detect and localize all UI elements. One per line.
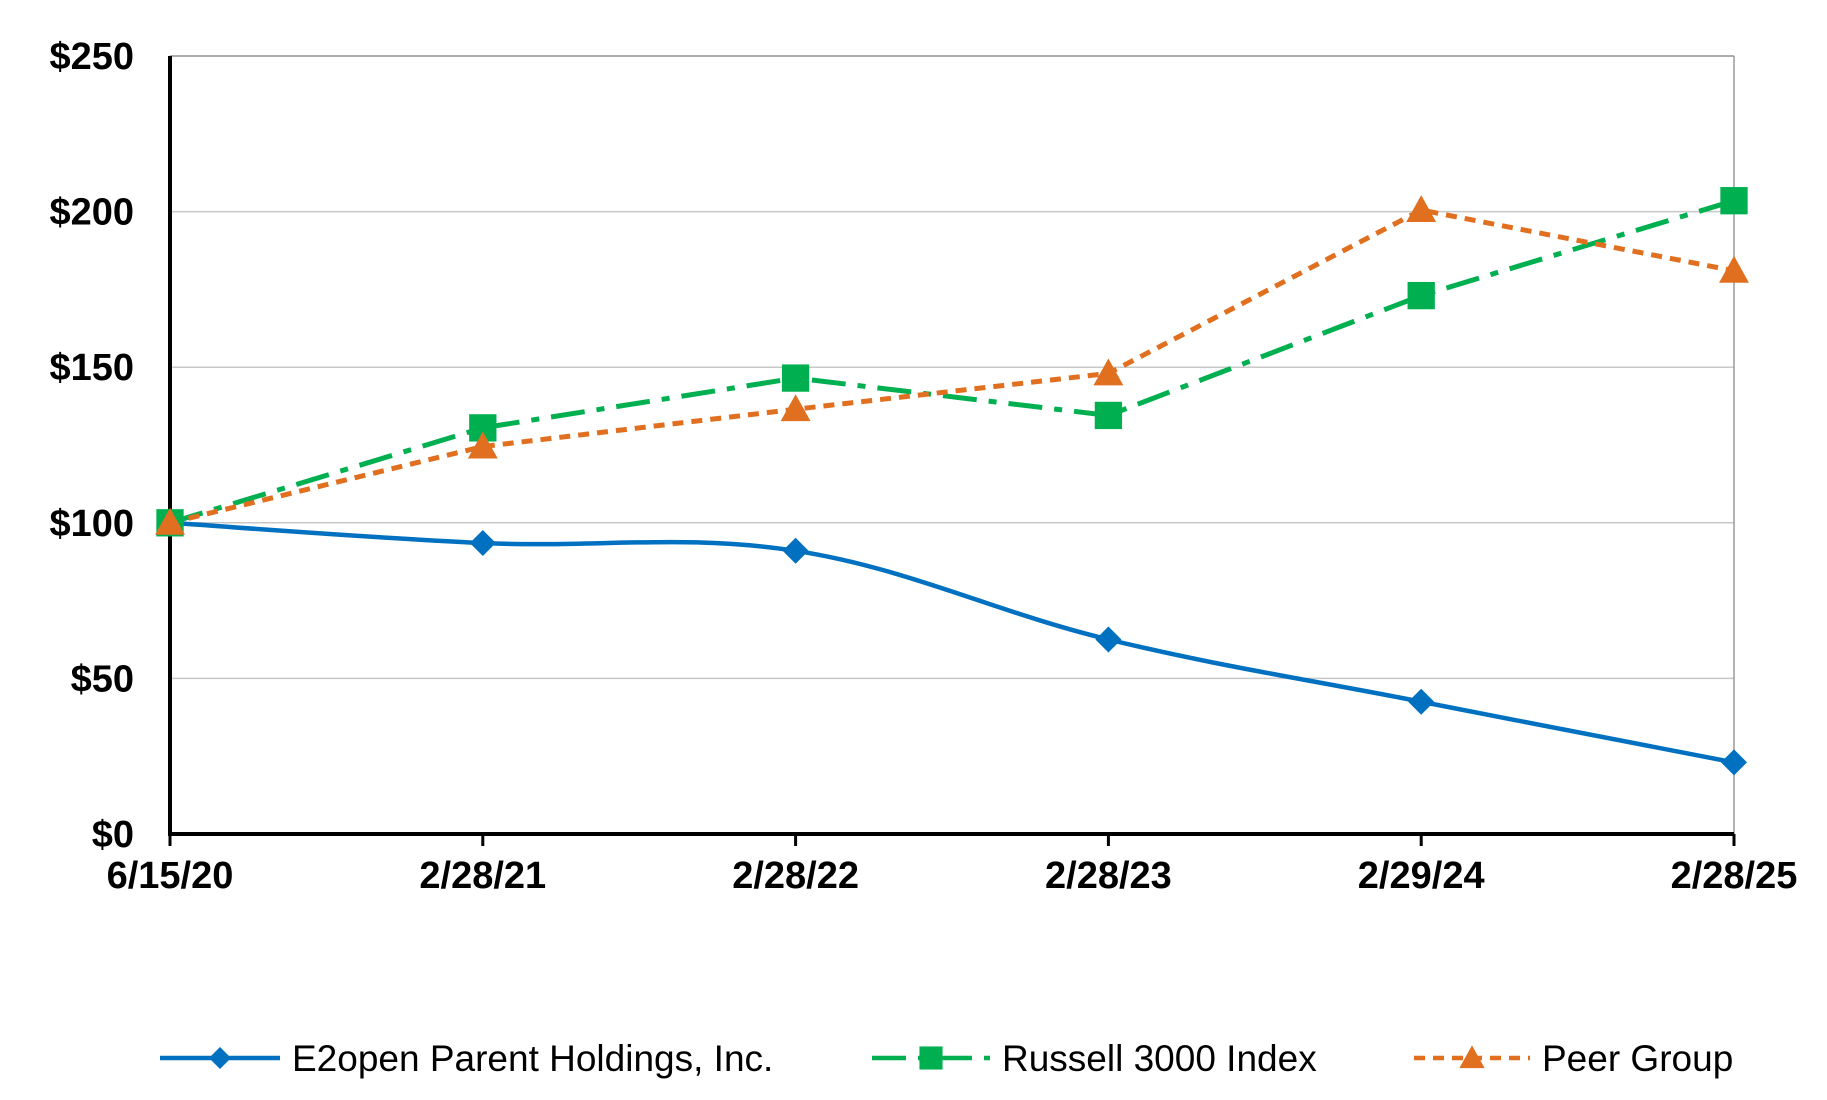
data-point-series-1 (1721, 749, 1747, 776)
series-markers (155, 187, 1749, 776)
y-tick-label: $250 (49, 36, 134, 78)
data-point-series-3 (1093, 358, 1124, 386)
x-tick-label: 2/28/25 (1671, 855, 1798, 897)
series-line-3 (169, 207, 1735, 526)
series-lines (169, 198, 1735, 765)
legend-marker (919, 1046, 943, 1070)
y-tick-label: $150 (49, 347, 134, 389)
axes (168, 55, 1735, 836)
data-point-series-3 (155, 507, 185, 535)
data-point-series-2 (1720, 187, 1748, 215)
data-point-series-1 (1408, 688, 1435, 715)
y-tick-label: $0 (92, 814, 134, 856)
legend-label: Peer Group (1542, 1038, 1733, 1079)
legend-label: Russell 3000 Index (1002, 1038, 1317, 1079)
gridlines (170, 55, 1734, 680)
data-point-series-3 (1406, 195, 1437, 223)
data-point-series-3 (780, 394, 811, 422)
x-tick-label: 2/28/22 (732, 855, 859, 897)
y-tick-label: $200 (49, 192, 134, 234)
x-tick-label: 6/15/20 (107, 855, 234, 897)
data-point-series-2 (781, 364, 810, 392)
legend-label: E2open Parent Holdings, Inc. (292, 1038, 773, 1079)
legend: E2open Parent Holdings, Inc. Russell 3000… (160, 1038, 1733, 1079)
data-point-series-3 (467, 431, 498, 459)
data-point-series-2 (1094, 401, 1123, 430)
data-point-series-3 (1719, 255, 1749, 283)
x-tick-label: 2/28/23 (1045, 855, 1172, 897)
data-point-series-2 (1407, 281, 1435, 310)
x-axis-ticks: 6/15/20 2/28/21 2/28/22 2/28/23 2/29/24 2/28/… (107, 834, 1798, 897)
data-point-series-1 (1095, 626, 1122, 653)
y-axis-ticks: $0 $50 $100 $150 $200 $250 (49, 36, 134, 856)
data-point-series-1 (782, 537, 809, 564)
series-line-2 (169, 198, 1735, 526)
legend-marker (1459, 1045, 1485, 1069)
x-tick-label: 2/28/21 (419, 855, 546, 897)
y-tick-label: $100 (49, 503, 134, 545)
data-point-series-1 (469, 530, 496, 557)
x-tick-label: 2/29/24 (1358, 855, 1485, 897)
legend-marker (209, 1047, 231, 1069)
series-line-1 (169, 520, 1735, 765)
y-tick-label: $50 (71, 658, 134, 700)
